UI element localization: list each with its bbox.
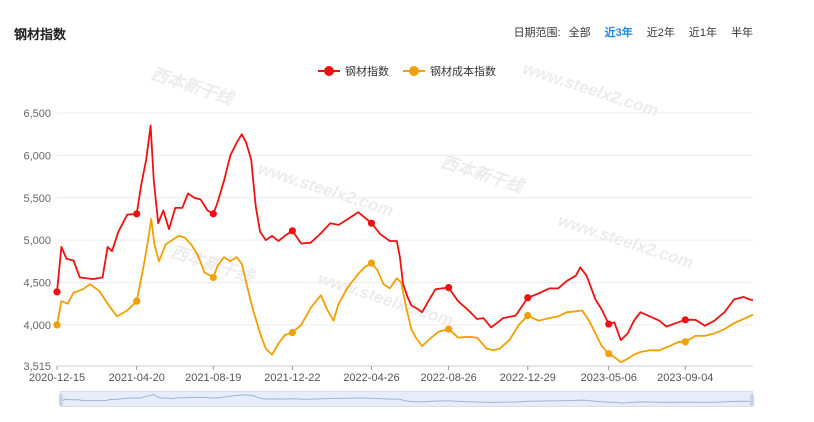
- grid-lines: [57, 112, 753, 367]
- line-chart: 3,515 4,000 4,500 5,000 5,500 6,000 6,500 2020…: [23, 108, 754, 384]
- marker-steel-index: [53, 288, 61, 296]
- marker-cost-index: [605, 350, 613, 358]
- zoom-handle-right[interactable]: [750, 394, 754, 406]
- series-markers: [53, 210, 689, 358]
- x-tick-label: 2022-04-26: [343, 372, 399, 384]
- legend-item-cost-index[interactable]: 钢材成本指数: [403, 63, 496, 79]
- x-tick-label: 2021-08-19: [185, 372, 241, 384]
- series-line-cost-index: [56, 217, 754, 364]
- marker-cost-index: [681, 338, 689, 346]
- y-tick-label: 5,000: [23, 235, 51, 247]
- range-option-3y[interactable]: 近3年: [604, 27, 633, 39]
- legend-label-steel-index: 钢材指数: [345, 66, 389, 78]
- marker-steel-index: [288, 227, 296, 235]
- x-tick-label: 2022-08-26: [421, 372, 477, 384]
- range-option-2y[interactable]: 近2年: [646, 27, 675, 39]
- marker-steel-index: [605, 320, 613, 328]
- y-tick-label: 4,000: [23, 320, 51, 332]
- date-range-label: 日期范围:: [513, 27, 561, 39]
- zoom-handle-left[interactable]: [59, 394, 63, 406]
- marker-cost-index: [445, 325, 453, 333]
- x-tick-label: 2021-12-22: [264, 372, 320, 384]
- range-option-all[interactable]: 全部: [568, 27, 591, 39]
- range-option-half-year[interactable]: 半年: [731, 27, 753, 39]
- marker-steel-index: [681, 316, 689, 324]
- y-tick-label: 3,515: [23, 361, 51, 373]
- legend-item-steel-index[interactable]: 钢材指数: [318, 63, 389, 79]
- marker-cost-index: [53, 321, 61, 329]
- y-tick-label: 6,500: [23, 108, 51, 120]
- y-tick-label: 4,500: [23, 278, 51, 290]
- range-option-1y[interactable]: 近1年: [688, 27, 717, 39]
- marker-steel-index: [133, 210, 141, 218]
- legend-marker-steel-index: [318, 66, 340, 76]
- x-tick-label: 2023-05-06: [581, 372, 637, 384]
- marker-steel-index: [209, 210, 217, 218]
- marker-steel-index: [524, 294, 532, 302]
- x-axis: 2020-12-15 2021-04-20 2021-08-19 2021-12-22…: [29, 366, 713, 384]
- zoom-preview-line: [61, 393, 752, 404]
- chart-title: 钢材指数: [14, 27, 67, 42]
- data-zoom-preview: [61, 393, 752, 404]
- marker-cost-index: [288, 328, 296, 337]
- x-tick-label: 2021-04-20: [109, 372, 165, 384]
- chart-legend: 钢材指数 钢材成本指数: [0, 63, 814, 79]
- marker-cost-index: [524, 311, 532, 320]
- x-tick-label: 2020-12-15: [29, 372, 85, 384]
- x-tick-label: 2022-12-29: [500, 372, 556, 384]
- marker-steel-index: [445, 283, 453, 292]
- series-lines: [56, 124, 754, 364]
- marker-cost-index: [367, 259, 376, 267]
- marker-cost-index: [133, 297, 141, 305]
- y-axis: 3,515 4,000 4,500 5,000 5,500 6,000 6,500: [23, 108, 51, 373]
- legend-marker-cost-index: [403, 66, 425, 76]
- series-line-steel-index: [56, 124, 754, 342]
- data-zoom-slider[interactable]: [59, 391, 754, 407]
- marker-cost-index: [209, 273, 217, 282]
- y-tick-label: 5,500: [23, 193, 51, 205]
- x-tick-label: 2023-09-04: [657, 372, 713, 384]
- date-range-selector: 日期范围: 全部 近3年 近2年 近1年 半年: [514, 24, 753, 40]
- y-tick-label: 6,000: [23, 150, 51, 162]
- legend-label-cost-index: 钢材成本指数: [430, 66, 496, 78]
- marker-steel-index: [367, 219, 376, 227]
